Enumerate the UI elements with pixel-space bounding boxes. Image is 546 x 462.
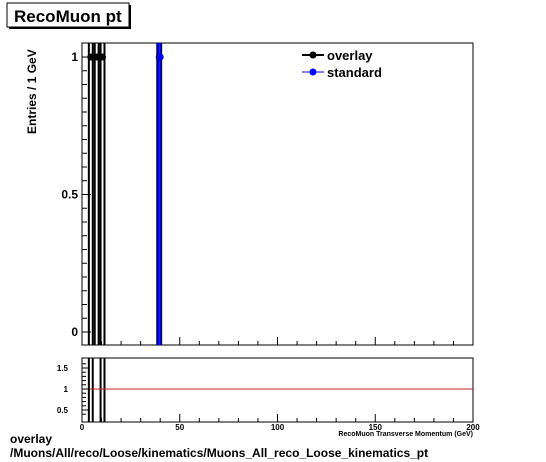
x-tick-label: 200 [466, 423, 480, 432]
ratio-plot-frame [81, 357, 474, 423]
y-tick-label: 0 [71, 325, 78, 339]
ratio-y-tick-label: 1.5 [57, 364, 69, 373]
legend-label-overlay: overlay [327, 48, 373, 63]
footer-line-2: /Muons/All/reco/Loose/kinematics/Muons_A… [10, 446, 429, 460]
data-point-standard [156, 53, 164, 61]
ratio-plot: 0.5 1 1.5 0 50 100 150 200 [57, 358, 480, 432]
legend-label-standard: standard [327, 65, 382, 80]
ratio-y-tick-label: 0.5 [57, 406, 69, 415]
y-tick-label: 1 [71, 50, 78, 64]
legend: overlay standard [302, 48, 382, 80]
data-point-overlay [99, 53, 107, 61]
data-point-overlay [87, 53, 95, 61]
y-axis-label: Entries / 1 GeV [25, 49, 39, 134]
data-point-overlay [93, 53, 101, 61]
legend-entry-overlay: overlay [302, 48, 373, 63]
main-plot: 00.51 [61, 43, 474, 345]
x-axis-label: RecoMuon Transverse Momentum (GeV) [338, 431, 473, 438]
x-tick-label: 100 [271, 423, 285, 432]
x-tick-label: 150 [369, 423, 383, 432]
y-tick-label: 0.5 [61, 188, 78, 202]
chart-title: RecoMuon pt [14, 7, 122, 26]
legend-entry-standard: standard [302, 65, 382, 80]
title-box: RecoMuon pt [6, 2, 131, 29]
ratio-y-tick-label: 1 [64, 385, 69, 394]
footer-line-1: overlay [10, 432, 53, 446]
main-plot-frame [81, 42, 474, 346]
x-tick-label: 50 [175, 423, 184, 432]
x-tick-label: 0 [80, 423, 85, 432]
